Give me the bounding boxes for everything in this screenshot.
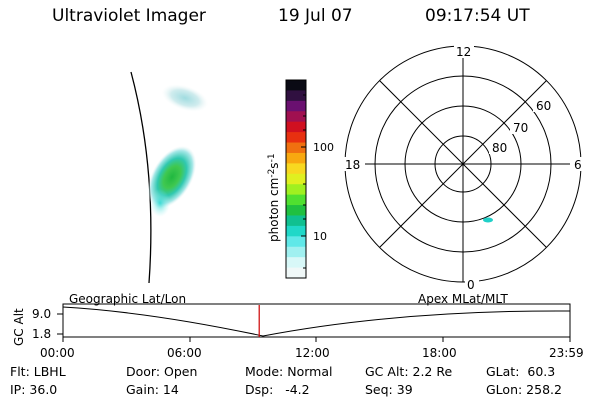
mlt-label-12: 12: [456, 45, 471, 59]
colorbar-segment: [286, 142, 306, 154]
colorbar-segment: [286, 152, 306, 164]
unit-photon: photon cm: [267, 178, 281, 242]
ip-value: IP: 36.0: [10, 382, 58, 397]
colorbar-segment: [286, 184, 306, 196]
colorbar-segment: [286, 90, 306, 102]
observation-date: 19 Jul 07: [278, 6, 353, 26]
gc-alt-value: GC Alt: 2.2 Re: [365, 364, 453, 379]
glat-value: GLat: 60.3: [486, 364, 556, 379]
colorbar-tick-100: 100: [313, 141, 334, 154]
instrument-title: Ultraviolet Imager: [52, 6, 206, 26]
time-tick-1800: 18:00: [422, 346, 457, 360]
colorbar-tick-10: 10: [313, 230, 327, 243]
timeline-frame: [62, 303, 571, 338]
time-tick-2359: 23:59: [549, 346, 584, 360]
dial-white-label-bg: [343, 44, 584, 291]
colorbar-frame: [285, 79, 307, 279]
colorbar-segment: [286, 194, 306, 206]
colorbar-segment: [286, 257, 306, 269]
colorbar-segment: [286, 215, 306, 227]
time-tick-0000: 00:00: [40, 346, 75, 360]
gain-value: Gain: 14: [126, 382, 179, 397]
colorbar-segment: [286, 163, 306, 175]
colorbar-tick-marks: [301, 94, 306, 269]
colorbar-segment: [286, 132, 306, 144]
colorbar-segment: [286, 246, 306, 258]
filter-value: Flt: LBHL: [10, 364, 66, 379]
earth-limb: [130, 71, 152, 284]
unit-s: s: [267, 162, 281, 168]
glon-value: GLon: 258.2: [486, 382, 562, 397]
mlt-label-6: 6: [574, 158, 582, 172]
dial-emission-spot: [483, 217, 493, 223]
door-status: Door: Open: [126, 364, 198, 379]
colorbar-segment: [286, 236, 306, 248]
altitude-curve: [62, 306, 571, 337]
color-scale-bar: [286, 80, 306, 279]
mlt-label-0: 0: [467, 278, 475, 292]
colorbar-segment: [286, 100, 306, 112]
observation-time: 09:17:54 UT: [425, 6, 530, 26]
mlat-label-60: 60: [536, 99, 551, 113]
mlat-label-80: 80: [492, 141, 507, 155]
apex-coords-title: Apex MLat/MLT: [418, 292, 508, 306]
earth-image: [130, 71, 209, 284]
altitude-axis-label: GC Alt: [12, 308, 26, 346]
time-tick-0600: 06:00: [167, 346, 202, 360]
colorbar-segment: [286, 111, 306, 123]
colorbar-segment: [286, 121, 306, 133]
colorbar-segment: [286, 80, 306, 92]
dsp-value: Dsp: -4.2: [245, 382, 310, 397]
polar-mlat-mlt-dial: [344, 45, 582, 283]
time-axis-ticks: [62, 337, 571, 342]
colorbar-segment: [286, 267, 306, 279]
colorbar-segment: [286, 173, 306, 185]
time-tick-1200: 12:00: [295, 346, 330, 360]
dial-spoke-diag-2: [379, 80, 547, 248]
altitude-timeline: Geographic Lat/Lon Apex MLat/MLT GC Alt …: [12, 292, 584, 360]
altitude-max-label: 9.0: [32, 307, 51, 321]
mlt-label-18: 18: [345, 158, 360, 172]
mode-value: Mode: Normal: [245, 364, 333, 379]
colorbar-unit-label: photon cm-2s-1: [267, 153, 281, 242]
unit-exp2: -1: [267, 153, 277, 162]
colorbar-segment: [286, 225, 306, 237]
geographic-coords-title: Geographic Lat/Lon: [69, 292, 186, 306]
seq-value: Seq: 39: [365, 382, 413, 397]
altitude-min-label: 1.8: [32, 327, 51, 341]
aurora-emission: [147, 84, 209, 217]
unit-exp1: -2: [267, 169, 277, 178]
colorbar-segment: [286, 205, 306, 217]
mlat-label-70: 70: [513, 121, 528, 135]
